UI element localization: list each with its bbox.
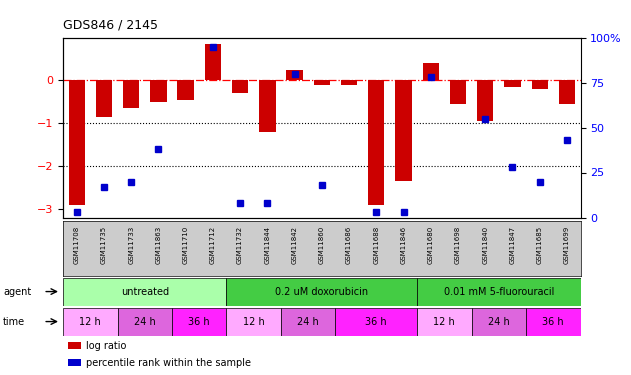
- Text: GSM11699: GSM11699: [564, 226, 570, 264]
- Bar: [96, 80, 112, 117]
- Text: GDS846 / 2145: GDS846 / 2145: [63, 19, 158, 32]
- Text: agent: agent: [3, 286, 32, 297]
- Text: GSM11712: GSM11712: [210, 226, 216, 264]
- Text: time: time: [3, 316, 25, 327]
- Text: percentile rank within the sample: percentile rank within the sample: [86, 358, 251, 368]
- FancyBboxPatch shape: [227, 308, 281, 336]
- Text: GSM11840: GSM11840: [482, 226, 488, 264]
- Text: 12 h: 12 h: [243, 316, 264, 327]
- Bar: [123, 80, 139, 108]
- Text: GSM11847: GSM11847: [509, 226, 516, 264]
- Text: GSM11708: GSM11708: [74, 226, 80, 264]
- Text: GSM11844: GSM11844: [264, 226, 270, 264]
- Text: GSM11733: GSM11733: [128, 226, 134, 264]
- Text: GSM11732: GSM11732: [237, 226, 243, 264]
- Bar: [423, 63, 439, 80]
- Bar: [341, 80, 357, 85]
- Text: GSM11688: GSM11688: [374, 226, 379, 264]
- Text: GSM11735: GSM11735: [101, 226, 107, 264]
- Bar: [259, 80, 276, 132]
- Text: 36 h: 36 h: [189, 316, 210, 327]
- Bar: [558, 80, 575, 104]
- Bar: [314, 80, 330, 85]
- Text: untreated: untreated: [121, 286, 169, 297]
- Text: 36 h: 36 h: [543, 316, 564, 327]
- Text: GSM11863: GSM11863: [155, 226, 162, 264]
- Text: log ratio: log ratio: [86, 341, 127, 351]
- Text: 24 h: 24 h: [134, 316, 156, 327]
- Text: 12 h: 12 h: [433, 316, 455, 327]
- Bar: [450, 80, 466, 104]
- Bar: [232, 80, 248, 93]
- Bar: [68, 359, 81, 366]
- Text: 24 h: 24 h: [488, 316, 510, 327]
- Bar: [150, 80, 167, 102]
- Bar: [177, 80, 194, 100]
- Bar: [477, 80, 493, 121]
- Text: GSM11698: GSM11698: [455, 226, 461, 264]
- Bar: [504, 80, 521, 87]
- FancyBboxPatch shape: [281, 308, 336, 336]
- Bar: [68, 342, 81, 350]
- Text: GSM11685: GSM11685: [537, 226, 543, 264]
- Text: 0.2 uM doxorubicin: 0.2 uM doxorubicin: [275, 286, 369, 297]
- FancyBboxPatch shape: [172, 308, 227, 336]
- Text: GSM11680: GSM11680: [428, 226, 433, 264]
- Text: 12 h: 12 h: [80, 316, 101, 327]
- Bar: [204, 44, 221, 80]
- Text: GSM11846: GSM11846: [401, 226, 406, 264]
- Text: GSM11860: GSM11860: [319, 226, 325, 264]
- Bar: [396, 80, 411, 181]
- Text: GSM11842: GSM11842: [292, 226, 298, 264]
- FancyBboxPatch shape: [417, 278, 581, 306]
- FancyBboxPatch shape: [63, 278, 227, 306]
- FancyBboxPatch shape: [526, 308, 581, 336]
- FancyBboxPatch shape: [63, 308, 117, 336]
- Bar: [368, 80, 384, 205]
- FancyBboxPatch shape: [417, 308, 471, 336]
- FancyBboxPatch shape: [336, 308, 417, 336]
- FancyBboxPatch shape: [117, 308, 172, 336]
- FancyBboxPatch shape: [471, 308, 526, 336]
- FancyBboxPatch shape: [227, 278, 417, 306]
- Bar: [531, 80, 548, 89]
- Text: 24 h: 24 h: [297, 316, 319, 327]
- Text: GSM11710: GSM11710: [182, 226, 189, 264]
- Bar: [69, 80, 85, 205]
- Bar: [286, 70, 303, 80]
- Text: 0.01 mM 5-fluorouracil: 0.01 mM 5-fluorouracil: [444, 286, 554, 297]
- Text: 36 h: 36 h: [365, 316, 387, 327]
- Text: GSM11686: GSM11686: [346, 226, 352, 264]
